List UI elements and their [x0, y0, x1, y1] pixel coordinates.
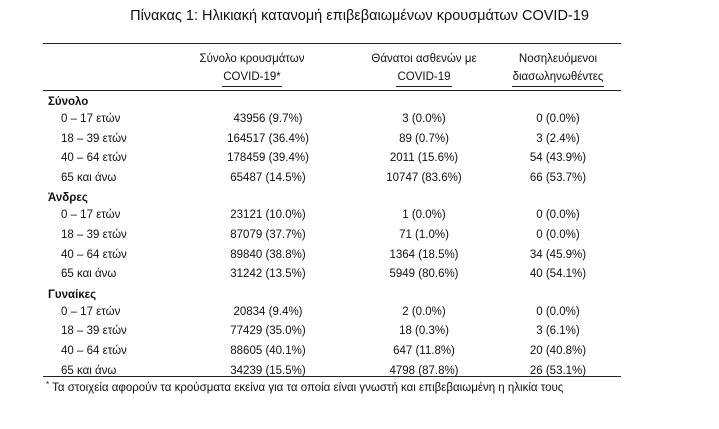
header-total-cases: Σύνολο κρουσμάτων COVID-19* — [184, 50, 320, 87]
table-row: 18 – 39 ετών 87079 (37.7%) 71 (1.0%) 0 (0.0… — [43, 226, 621, 246]
header-rule — [43, 90, 621, 91]
footnote: * Τα στοιχεία αφορούν τα κρούσματα εκείν… — [46, 380, 563, 394]
age-cell: 65 και άνω — [61, 364, 117, 377]
age-cell: 65 και άνω — [61, 171, 117, 184]
header-deaths: Θάνατοι ασθενών με COVID-19 — [352, 50, 496, 87]
table-row: 0 – 17 ετών 20834 (9.4%) 2 (0.0%) 0 (0.0%) — [43, 303, 621, 323]
header-line: Θάνατοι ασθενών με — [371, 53, 477, 65]
cases-cell: 178459 (39.4%) — [227, 152, 309, 165]
age-cell: 0 – 17 ετών — [61, 305, 121, 318]
footnote-marker: * — [46, 380, 50, 389]
deaths-cell: 647 (11.8%) — [393, 344, 455, 357]
age-cell: 40 – 64 ετών — [61, 152, 127, 165]
intubated-cell: 26 (53.1%) — [529, 364, 587, 377]
group-title: Σύνολο — [48, 96, 89, 108]
deaths-cell: 1364 (18.5%) — [389, 248, 459, 261]
age-cell: 40 – 64 ετών — [61, 344, 127, 357]
header-line: Νοσηλευόμενοι — [518, 53, 598, 65]
deaths-cell: 2011 (15.6%) — [389, 152, 459, 165]
header-line: COVID-19* — [222, 68, 282, 87]
group-women: Γυναίκες 0 – 17 ετών 20834 (9.4%) 2 (0.0%)… — [43, 287, 621, 381]
cases-cell: 34239 (15.5%) — [230, 364, 306, 377]
group-men: Άνδρες 0 – 17 ετών 23121 (10.0%) 1 (0.0%) 0… — [43, 190, 621, 284]
deaths-cell: 4798 (87.8%) — [389, 364, 459, 377]
intubated-cell: 20 (40.8%) — [529, 344, 587, 357]
cases-cell: 43956 (9.7%) — [233, 113, 303, 125]
header-line: διασωληνωθέντες — [511, 68, 605, 87]
deaths-cell: 5949 (80.6%) — [389, 268, 459, 281]
intubated-cell: 54 (43.9%) — [529, 152, 587, 165]
table-row: 40 – 64 ετών 88605 (40.1%) 647 (11.8%) 20 (… — [43, 342, 621, 362]
bottom-rule — [43, 376, 621, 377]
deaths-cell: 18 (0.3%) — [399, 325, 449, 338]
intubated-cell: 3 (2.4%) — [536, 132, 580, 145]
intubated-cell: 3 (6.1%) — [536, 325, 580, 338]
intubated-cell: 0 (0.0%) — [536, 228, 580, 241]
age-cell: 0 – 17 ετών — [61, 113, 121, 125]
deaths-cell: 2 (0.0%) — [402, 305, 446, 318]
header-line: COVID-19 — [396, 68, 452, 87]
age-cell: 18 – 39 ετών — [61, 228, 127, 241]
cases-cell: 87079 (37.7%) — [230, 228, 306, 241]
cases-cell: 23121 (10.0%) — [230, 209, 306, 222]
table-row: 40 – 64 ετών 178459 (39.4%) 2011 (15.6%) 54… — [43, 149, 621, 169]
data-table: Σύνολο 0 – 17 ετών 43956 (9.7%) 3 (0.0%) 0 … — [43, 94, 621, 381]
cases-cell: 164517 (36.4%) — [227, 132, 309, 145]
table-row: 65 και άνω 31242 (13.5%) 5949 (80.6%) 40 (5… — [43, 265, 621, 285]
table-row: 65 και άνω 65487 (14.5%) 10747 (83.6%) 66 (… — [43, 169, 621, 189]
intubated-cell: 0 (0.0%) — [536, 305, 580, 318]
table-row: 65 και άνω 34239 (15.5%) 4798 (87.8%) 26 (5… — [43, 362, 621, 382]
group-title: Γυναίκες — [48, 288, 97, 301]
cases-cell: 88605 (40.1%) — [230, 344, 306, 357]
deaths-cell: 3 (0.0%) — [402, 113, 446, 125]
group-total: Σύνολο 0 – 17 ετών 43956 (9.7%) 3 (0.0%) 0 … — [43, 94, 621, 188]
header-line: Σύνολο κρουσμάτων — [199, 53, 305, 65]
intubated-cell: 40 (54.1%) — [529, 268, 587, 281]
intubated-cell: 0 (0.0%) — [536, 209, 580, 222]
group-title: Άνδρες — [48, 192, 88, 205]
age-cell: 65 και άνω — [61, 268, 117, 281]
deaths-cell: 1 (0.0%) — [402, 209, 446, 222]
table-title: Πίνακας 1: Ηλικιακή κατανομή επιβεβαιωμέ… — [130, 8, 589, 24]
table-row: 0 – 17 ετών 23121 (10.0%) 1 (0.0%) 0 (0.0%) — [43, 206, 621, 226]
deaths-cell: 71 (1.0%) — [399, 228, 449, 241]
cases-cell: 31242 (13.5%) — [230, 268, 306, 281]
intubated-cell: 66 (53.7%) — [529, 171, 587, 184]
age-cell: 0 – 17 ετών — [61, 209, 121, 222]
age-cell: 18 – 39 ετών — [61, 325, 127, 338]
intubated-cell: 0 (0.0%) — [536, 113, 580, 125]
table-row: 18 – 39 ετών 164517 (36.4%) 89 (0.7%) 3 (2.… — [43, 130, 621, 150]
cases-cell: 20834 (9.4%) — [233, 305, 303, 318]
cases-cell: 77429 (35.0%) — [230, 325, 306, 338]
intubated-cell: 34 (45.9%) — [529, 248, 587, 261]
age-cell: 40 – 64 ετών — [61, 248, 127, 261]
table-row: 0 – 17 ετών 43956 (9.7%) 3 (0.0%) 0 (0.0%) — [43, 110, 621, 130]
deaths-cell: 89 (0.7%) — [399, 132, 449, 145]
table-row: 18 – 39 ετών 77429 (35.0%) 18 (0.3%) 3 (6.1… — [43, 322, 621, 342]
deaths-cell: 10747 (83.6%) — [386, 171, 462, 184]
footnote-text: Τα στοιχεία αφορούν τα κρούσματα εκείνα … — [52, 382, 564, 394]
table-row: 40 – 64 ετών 89840 (38.8%) 1364 (18.5%) 34 … — [43, 246, 621, 266]
top-rule — [43, 43, 621, 44]
age-cell: 18 – 39 ετών — [61, 132, 127, 145]
header-intubated: Νοσηλευόμενοι διασωληνωθέντες — [498, 50, 618, 87]
cases-cell: 65487 (14.5%) — [230, 171, 306, 184]
cases-cell: 89840 (38.8%) — [230, 248, 306, 261]
